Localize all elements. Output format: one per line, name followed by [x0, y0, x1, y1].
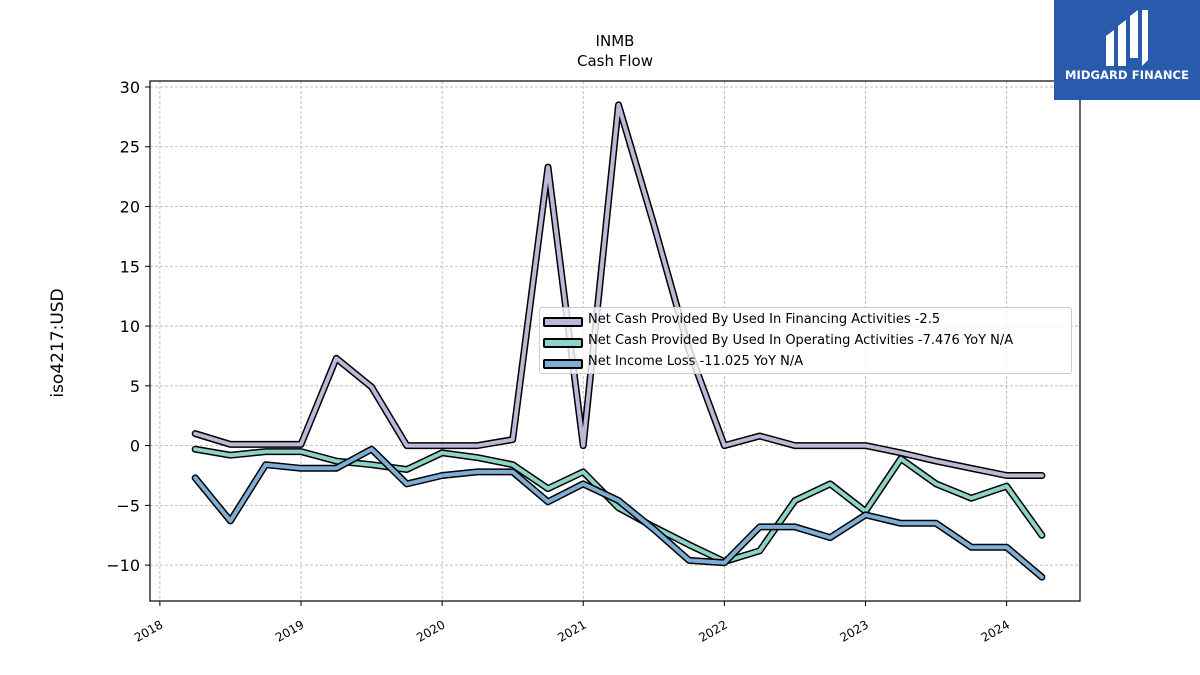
series-lines [191, 101, 1046, 581]
y-tick-label: 30 [120, 78, 140, 97]
x-tick-label: 2022 [696, 617, 729, 644]
y-tick-label: 10 [120, 317, 140, 336]
legend-label-net-income: Net Income Loss -11.025 YoY N/A [588, 354, 804, 369]
series-line-net-income [193, 447, 1044, 580]
series-line-financing [193, 102, 1044, 478]
legend-label-financing: Net Cash Provided By Used In Financing A… [588, 312, 941, 327]
legend-swatch-financing [543, 317, 583, 327]
series-outline-financing [191, 101, 1046, 479]
legend-item-operating: Net Cash Provided By Used In Operating A… [540, 332, 1071, 352]
y-tick-label: 0 [130, 437, 140, 456]
x-tick-label: 2018 [132, 617, 165, 644]
legend: Net Cash Provided By Used In Financing A… [539, 307, 1072, 374]
x-tick-label: 2023 [838, 617, 871, 644]
legend-label-operating: Net Cash Provided By Used In Operating A… [588, 333, 1014, 348]
x-tick-label: 2020 [414, 617, 447, 644]
logo-text: MIDGARD FINANCE [1064, 68, 1190, 82]
plot-frame [149, 80, 1081, 602]
legend-swatch-net-income [543, 359, 583, 369]
x-tick-label: 2019 [273, 617, 306, 644]
y-tick-label: 25 [120, 138, 140, 157]
chart-subtitle: Cash Flow [577, 52, 653, 70]
y-tick-label: −5 [116, 496, 140, 515]
y-tick-label: −10 [106, 556, 140, 575]
logo-mark-icon [1106, 10, 1148, 66]
x-tick-label: 2024 [979, 617, 1012, 644]
y-axis-label: iso4217:USD [48, 288, 68, 398]
legend-item-net-income: Net Income Loss -11.025 YoY N/A [540, 353, 1071, 373]
y-tick-label: 15 [120, 257, 140, 276]
legend-item-financing: Net Cash Provided By Used In Financing A… [540, 311, 1071, 331]
series-line-operating [193, 447, 1044, 564]
chart-title: INMB [595, 32, 635, 50]
midgard-finance-logo: MIDGARD FINANCE [1054, 0, 1200, 100]
legend-swatch-operating [543, 338, 583, 348]
y-tick-label: 20 [120, 198, 140, 217]
y-tick-label: 5 [130, 377, 140, 396]
x-tick-label: 2021 [555, 617, 588, 644]
